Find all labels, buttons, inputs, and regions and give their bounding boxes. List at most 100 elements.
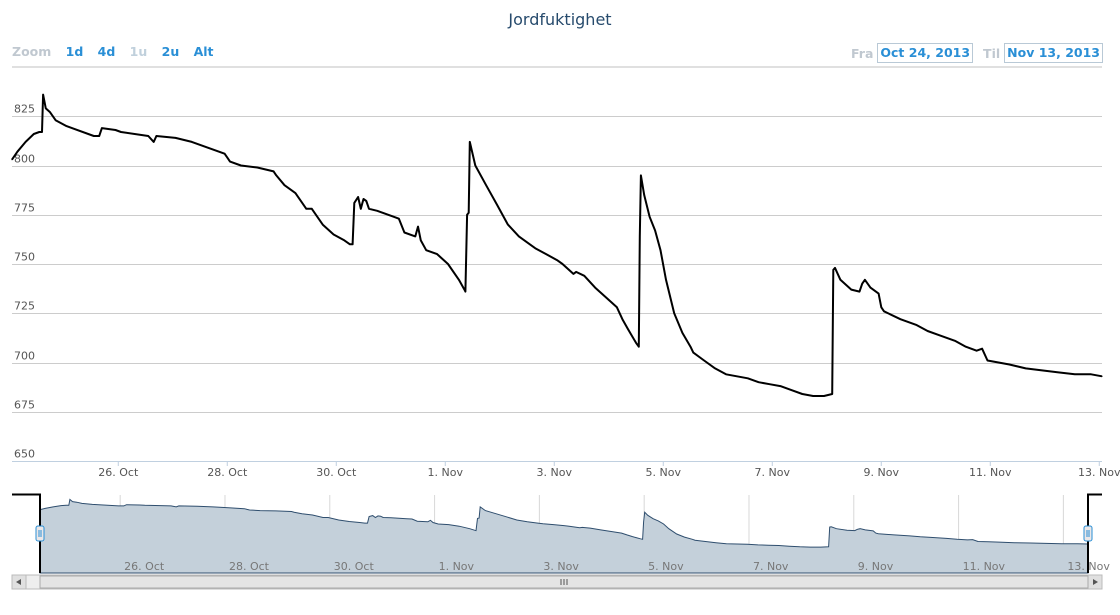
x-tick-label: 11. Nov	[969, 466, 1012, 479]
navigator-right-handle[interactable]	[1083, 525, 1093, 542]
zoom-4d-button[interactable]: 4d	[97, 44, 116, 59]
data-point	[758, 381, 760, 383]
data-point	[153, 141, 155, 143]
zoom-all-button[interactable]: Alt	[193, 44, 214, 59]
data-point	[392, 216, 395, 218]
data-point	[65, 125, 68, 127]
data-point	[621, 318, 624, 320]
data-point	[534, 247, 536, 249]
arrow-right-icon	[1093, 579, 1098, 585]
data-point	[357, 196, 359, 198]
data-point	[665, 279, 667, 281]
data-point	[436, 253, 438, 255]
data-point	[224, 153, 226, 155]
data-point	[468, 212, 470, 214]
data-point	[93, 135, 95, 137]
x-tick-label: 13. Nov	[1078, 466, 1120, 479]
data-point	[839, 279, 842, 281]
data-point	[643, 194, 645, 196]
data-point	[779, 385, 782, 387]
data-point	[689, 346, 692, 348]
y-tick-label: 675	[14, 399, 35, 412]
data-point	[376, 210, 378, 212]
zoom-1u-button[interactable]: 1u	[129, 44, 148, 59]
navigator-left-handle[interactable]	[35, 525, 45, 542]
data-point	[1025, 367, 1027, 369]
data-point	[639, 235, 641, 237]
data-point	[659, 249, 662, 251]
navigator-tick-label: 9. Nov	[858, 560, 894, 573]
zoom-2u-button[interactable]: 2u	[161, 44, 180, 59]
data-point	[496, 204, 498, 206]
navigator-tick-label: 28. Oct	[229, 560, 270, 573]
data-point	[801, 393, 803, 395]
y-tick-label: 650	[14, 448, 35, 461]
data-point	[240, 164, 242, 167]
data-point	[545, 253, 547, 255]
data-point	[474, 164, 476, 167]
y-tick-label: 725	[14, 300, 35, 313]
zoom-label: Zoom	[12, 44, 52, 59]
x-axis-ticks: 26. Oct 28. Oct 30. Oct 1. Nov 3. Nov 5. Nov 7…	[98, 461, 1120, 479]
data-point	[869, 287, 872, 289]
data-point	[398, 218, 400, 220]
data-point	[583, 275, 585, 277]
data-point	[880, 306, 882, 308]
x-tick-label: 9. Nov	[864, 466, 900, 479]
data-point	[45, 107, 47, 109]
data-point	[518, 235, 520, 237]
data-point	[16, 151, 18, 153]
data-point	[1057, 371, 1059, 373]
data-point	[207, 147, 209, 149]
from-date-input[interactable]: Oct 24, 2013	[877, 43, 974, 63]
data-point	[42, 94, 44, 96]
data-point	[343, 239, 345, 241]
navigator-tick-label: 30. Oct	[334, 560, 375, 573]
data-point	[25, 141, 27, 143]
data-point	[823, 395, 825, 397]
data-point	[649, 216, 651, 218]
data-point	[594, 287, 596, 289]
y-tick-label: 700	[14, 350, 35, 363]
data-point	[191, 141, 193, 143]
data-point	[322, 224, 324, 226]
data-point	[1008, 363, 1011, 366]
data-point	[420, 239, 422, 241]
x-tick-label: 5. Nov	[646, 466, 682, 479]
data-point	[861, 283, 863, 285]
data-point	[273, 170, 275, 172]
data-point	[414, 235, 416, 237]
data-point	[850, 289, 852, 291]
data-point	[283, 184, 286, 186]
data-point	[899, 318, 902, 320]
navigator-area	[39, 498, 1089, 574]
data-point	[365, 200, 367, 202]
data-point	[858, 291, 861, 293]
y-tick-label: 825	[14, 103, 35, 116]
to-date-input[interactable]: Nov 13, 2013	[1004, 43, 1103, 63]
data-point	[747, 377, 749, 379]
data-point	[769, 383, 771, 385]
data-point	[812, 395, 814, 397]
data-point	[275, 174, 277, 176]
y-axis-ticks: 650 675 700 725 750 775 800 825	[14, 103, 35, 461]
data-point	[425, 249, 427, 251]
x-tick-label: 3. Nov	[537, 466, 573, 479]
series-line	[11, 93, 1103, 397]
data-point	[790, 389, 793, 391]
data-point	[38, 131, 40, 133]
data-point	[556, 259, 558, 261]
data-point	[572, 273, 575, 275]
zoom-1d-button[interactable]: 1d	[65, 44, 84, 59]
data-point	[864, 279, 866, 281]
scrollbar	[11, 574, 1103, 590]
x-tick-label: 28. Oct	[207, 466, 248, 479]
navigator-tick-label: 1. Nov	[439, 560, 475, 573]
data-point	[417, 226, 419, 228]
navigator-right-outline	[1087, 493, 1102, 573]
data-point	[55, 119, 57, 121]
data-point	[965, 346, 967, 348]
data-point	[605, 296, 607, 299]
data-point	[403, 231, 405, 234]
